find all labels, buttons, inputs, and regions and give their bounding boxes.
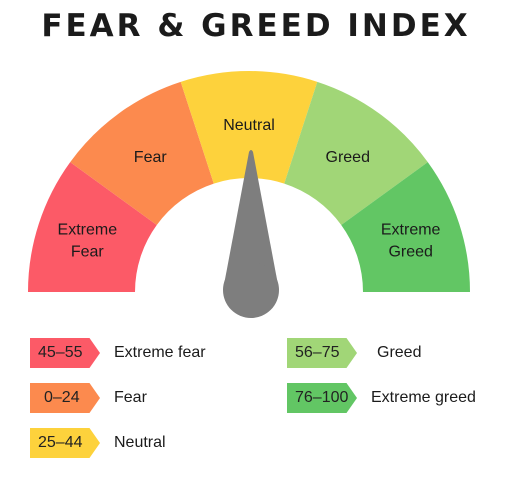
gauge-segment-extreme-greed bbox=[341, 162, 470, 292]
gauge-label-greed: Greed bbox=[326, 149, 370, 166]
gauge-segment-fear bbox=[70, 81, 214, 225]
page-title: FEAR & GREED INDEX bbox=[41, 8, 471, 44]
legend-range-extreme-greed: 76–100 bbox=[287, 383, 357, 413]
gauge-label-extreme-greed: Extreme Greed bbox=[381, 221, 441, 260]
legend-range-extreme-fear: 45–55 bbox=[30, 338, 100, 368]
legend-label-neutral: Neutral bbox=[114, 434, 166, 451]
gauge-segment-greed bbox=[284, 81, 428, 225]
gauge-label-extreme-fear: Extreme Fear bbox=[58, 221, 118, 260]
gauge-chart: Extreme Fear Fear Neutral Greed Extreme Greed bbox=[28, 71, 470, 318]
gauge-needle bbox=[223, 150, 279, 318]
legend-range-neutral: 25–44 bbox=[30, 428, 100, 458]
gauge-label-neutral: Neutral bbox=[223, 117, 275, 134]
legend-label-fear: Fear bbox=[114, 389, 147, 406]
legend-label-extreme-greed: Extreme greed bbox=[371, 389, 476, 406]
gauge-label-fear: Fear bbox=[134, 149, 168, 166]
gauge-segment-extreme-fear bbox=[28, 162, 157, 292]
legend-range-greed: 56–75 bbox=[287, 338, 357, 368]
legend-range-fear: 0–24 bbox=[30, 383, 100, 413]
legend-label-extreme-fear: Extreme fear bbox=[114, 344, 206, 361]
legend-label-greed: Greed bbox=[377, 344, 422, 361]
gauge-segment-neutral bbox=[180, 71, 318, 184]
